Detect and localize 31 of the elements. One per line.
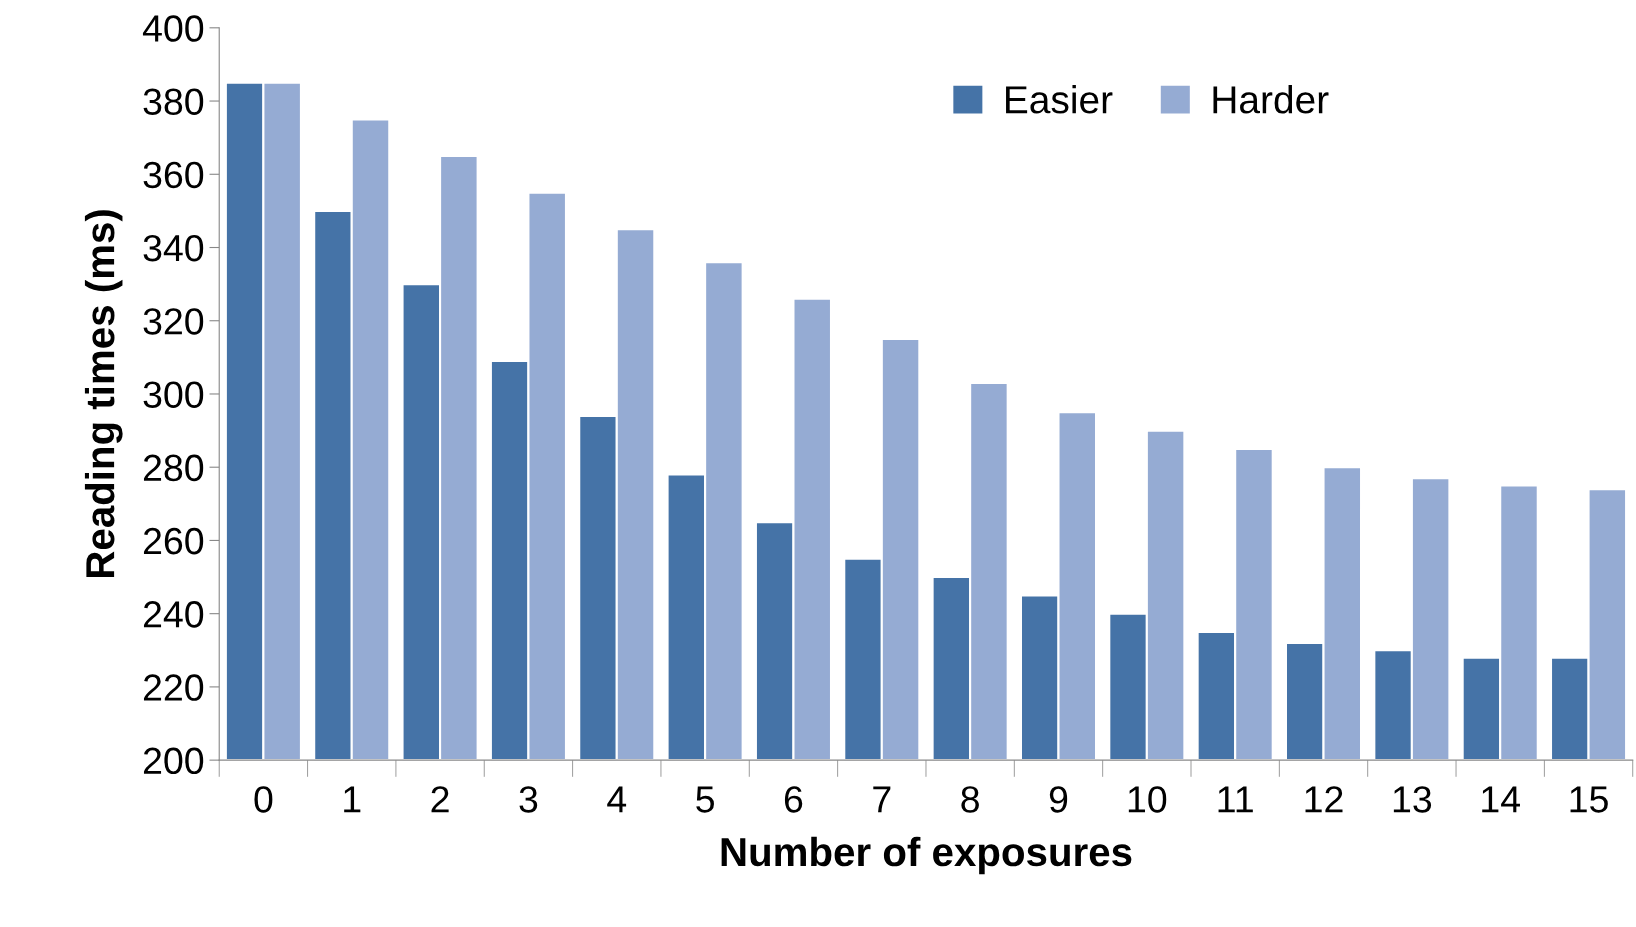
y-tick-label: 340: [143, 234, 204, 262]
x-tick-label: 12: [1305, 786, 1343, 813]
y-tick-label: 380: [143, 88, 204, 115]
y-tick-label: 360: [143, 161, 204, 189]
x-tick-label: 2: [431, 786, 449, 813]
x-tick-label: 14: [1482, 786, 1520, 813]
x-tick-label: 5: [696, 786, 714, 813]
x-tick-label: 0: [254, 786, 273, 813]
y-tick-label: 240: [143, 601, 204, 628]
x-tick-label: 7: [873, 786, 891, 813]
x-tick-label: 9: [1049, 786, 1068, 813]
x-tick-label: 15: [1570, 786, 1608, 813]
y-tick-label: 220: [143, 674, 204, 701]
y-tick-label: 320: [143, 308, 204, 335]
y-tick-label: 280: [143, 454, 204, 482]
y-axis-title: Reading times (ms): [84, 210, 123, 578]
x-tick-label: 8: [961, 786, 979, 813]
x-tick-label: 3: [519, 786, 538, 813]
legend-label: Harder: [1213, 84, 1329, 114]
legend-label: Easier: [1006, 84, 1113, 114]
x-tick-label: 11: [1218, 786, 1253, 813]
y-tick-label: 260: [143, 527, 204, 555]
x-tick-label: 13: [1393, 786, 1432, 813]
x-tick-label: 10: [1128, 786, 1167, 813]
y-tick-label: 300: [143, 381, 204, 408]
x-tick-label: 1: [344, 786, 361, 813]
x-axis-title: Number of exposures: [721, 836, 1132, 875]
y-tick-label: 200: [143, 747, 204, 775]
x-tick-label: 4: [607, 786, 627, 813]
y-tick-label: 400: [142, 15, 204, 42]
x-tick-label: 6: [784, 786, 803, 813]
